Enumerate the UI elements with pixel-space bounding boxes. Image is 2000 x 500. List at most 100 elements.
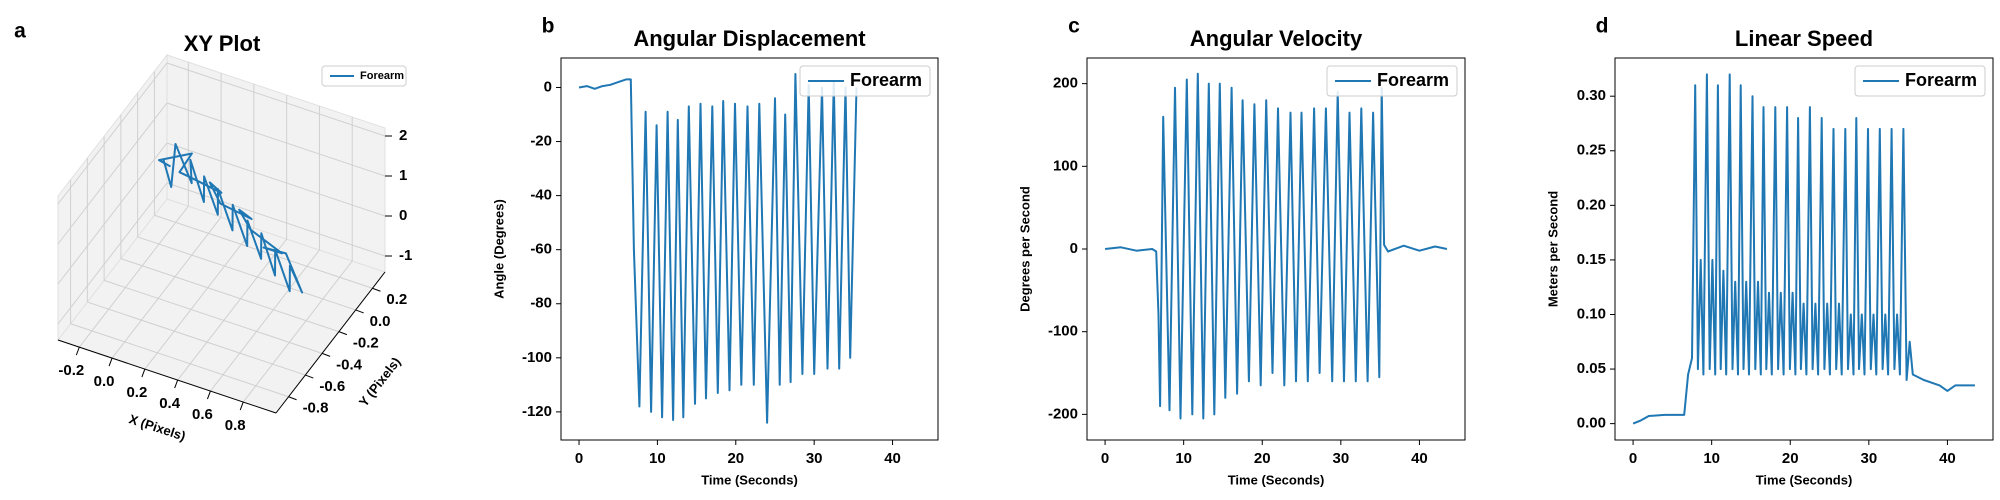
grid-line (57, 142, 168, 285)
grid-line (70, 323, 289, 398)
x-tick-label: 30 (1860, 450, 1877, 467)
y-tick-label: 200 (1053, 75, 1078, 92)
x-tick-label: 10 (1703, 450, 1720, 467)
chart-title: Angular Velocity (1190, 26, 1363, 51)
y-tick-label: -20 (530, 133, 552, 150)
grid-line (120, 258, 340, 333)
x-axis-label: Time (Seconds) (701, 472, 798, 487)
x-tick-label: 40 (884, 450, 901, 467)
x-tick-label: 0.6 (192, 406, 213, 423)
x-tick-label: 40 (1411, 450, 1428, 467)
x-tick-label: 10 (649, 450, 666, 467)
grid-line (57, 62, 168, 205)
y-tick (355, 309, 364, 314)
grid-line (166, 62, 386, 137)
y-axis-label: Meters per Second (1545, 191, 1560, 307)
y-tick-label: 0.20 (1577, 196, 1606, 213)
x-tick-label: 30 (1332, 450, 1349, 467)
x-axis-label: Time (Seconds) (1756, 472, 1853, 487)
z-tick-label: 1 (399, 167, 407, 184)
y-tick-label: 0 (1070, 240, 1078, 257)
y-axis-label: Degrees per Second (1017, 186, 1032, 312)
x-tick-label: 20 (727, 450, 744, 467)
legend-box (799, 65, 931, 97)
x-tick-label: 20 (1254, 450, 1271, 467)
y-axis-label: Angle (Degrees) (491, 199, 506, 299)
data-line (158, 143, 304, 294)
x-tick (108, 357, 113, 367)
plot-frame (1614, 57, 1994, 441)
y-tick-label: -100 (1048, 323, 1078, 340)
y-tick (372, 287, 381, 292)
y-tick-label: -200 (1048, 405, 1078, 422)
y-axis-label: Y (Pixels) (356, 354, 404, 409)
chart-title: XY Plot (184, 31, 261, 56)
x-tick (174, 379, 179, 389)
x-tick-label: 0.0 (94, 373, 115, 390)
x-tick-label: 0.8 (225, 417, 246, 434)
panel-label: d (1596, 15, 1609, 38)
x-tick-label: 0 (1101, 450, 1109, 467)
legend-box (321, 65, 407, 87)
y-tick-label: 0.00 (1577, 415, 1606, 432)
data-line (578, 73, 858, 424)
y-tick-label: 0.0 (370, 313, 391, 330)
x-tick-label: 20 (1782, 450, 1799, 467)
grid-line (166, 102, 386, 177)
x-tick-label: 0 (1629, 450, 1637, 467)
y-tick-label: -80 (530, 295, 552, 312)
x-tick-label: -0.2 (58, 362, 84, 379)
x-tick-label: 10 (1175, 450, 1192, 467)
grid-line (154, 214, 373, 289)
y-tick-label: 0.15 (1577, 251, 1606, 268)
grid-line (177, 238, 288, 381)
legend-label: Forearm (1377, 70, 1449, 90)
x-tick-label: 40 (1939, 450, 1956, 467)
y-tick (321, 352, 331, 357)
grid-line (103, 279, 323, 354)
x-axis-label: Time (Seconds) (1228, 472, 1325, 487)
z-tick-label: 2 (399, 127, 407, 144)
grid-line (137, 236, 356, 311)
x-tick-label: 0.4 (159, 395, 181, 412)
x-tick-label: 0 (575, 450, 583, 467)
x-tick (239, 401, 244, 411)
panel-label: c (1068, 15, 1080, 38)
y-tick-label: -100 (522, 349, 552, 366)
legend-label: Forearm (360, 70, 404, 82)
y-tick-label: -40 (530, 187, 552, 204)
legend-box (1854, 65, 1986, 97)
grid-line (111, 216, 222, 359)
grid-line (144, 227, 255, 370)
x-axis-label: X (Pixels) (127, 411, 187, 443)
y-tick-label: -60 (530, 241, 552, 258)
x-tick (141, 368, 146, 378)
y-tick (305, 374, 314, 379)
chart-title: Angular Displacement (633, 26, 866, 51)
z-tick-label: -1 (399, 247, 412, 264)
z-tick-label: 0 (399, 207, 407, 224)
y-tick-label: 0.30 (1577, 87, 1606, 104)
y-tick-label: 0.05 (1577, 360, 1606, 377)
y-tick-label: -0.8 (303, 400, 329, 417)
y-tick-label: -0.4 (336, 356, 363, 373)
y-tick-label: 0.10 (1577, 305, 1606, 322)
grid-line (57, 102, 168, 245)
grid-line (210, 249, 320, 392)
y-tick (338, 331, 348, 336)
y-tick-label: 0.2 (386, 291, 407, 308)
y-tick-label: -0.2 (353, 335, 379, 352)
legend-box (1326, 65, 1458, 97)
x-tick (206, 390, 211, 400)
x-tick-label: 30 (806, 450, 823, 467)
grid-line (166, 142, 386, 217)
y-tick-label: -0.6 (319, 378, 345, 395)
y-tick-label: -120 (522, 403, 552, 420)
panel-label: a (14, 20, 26, 43)
y-axis (275, 271, 386, 414)
y-tick-label: 100 (1053, 157, 1078, 174)
grid-line (57, 182, 168, 325)
legend-label: Forearm (1905, 70, 1977, 90)
x-axis (57, 339, 277, 414)
